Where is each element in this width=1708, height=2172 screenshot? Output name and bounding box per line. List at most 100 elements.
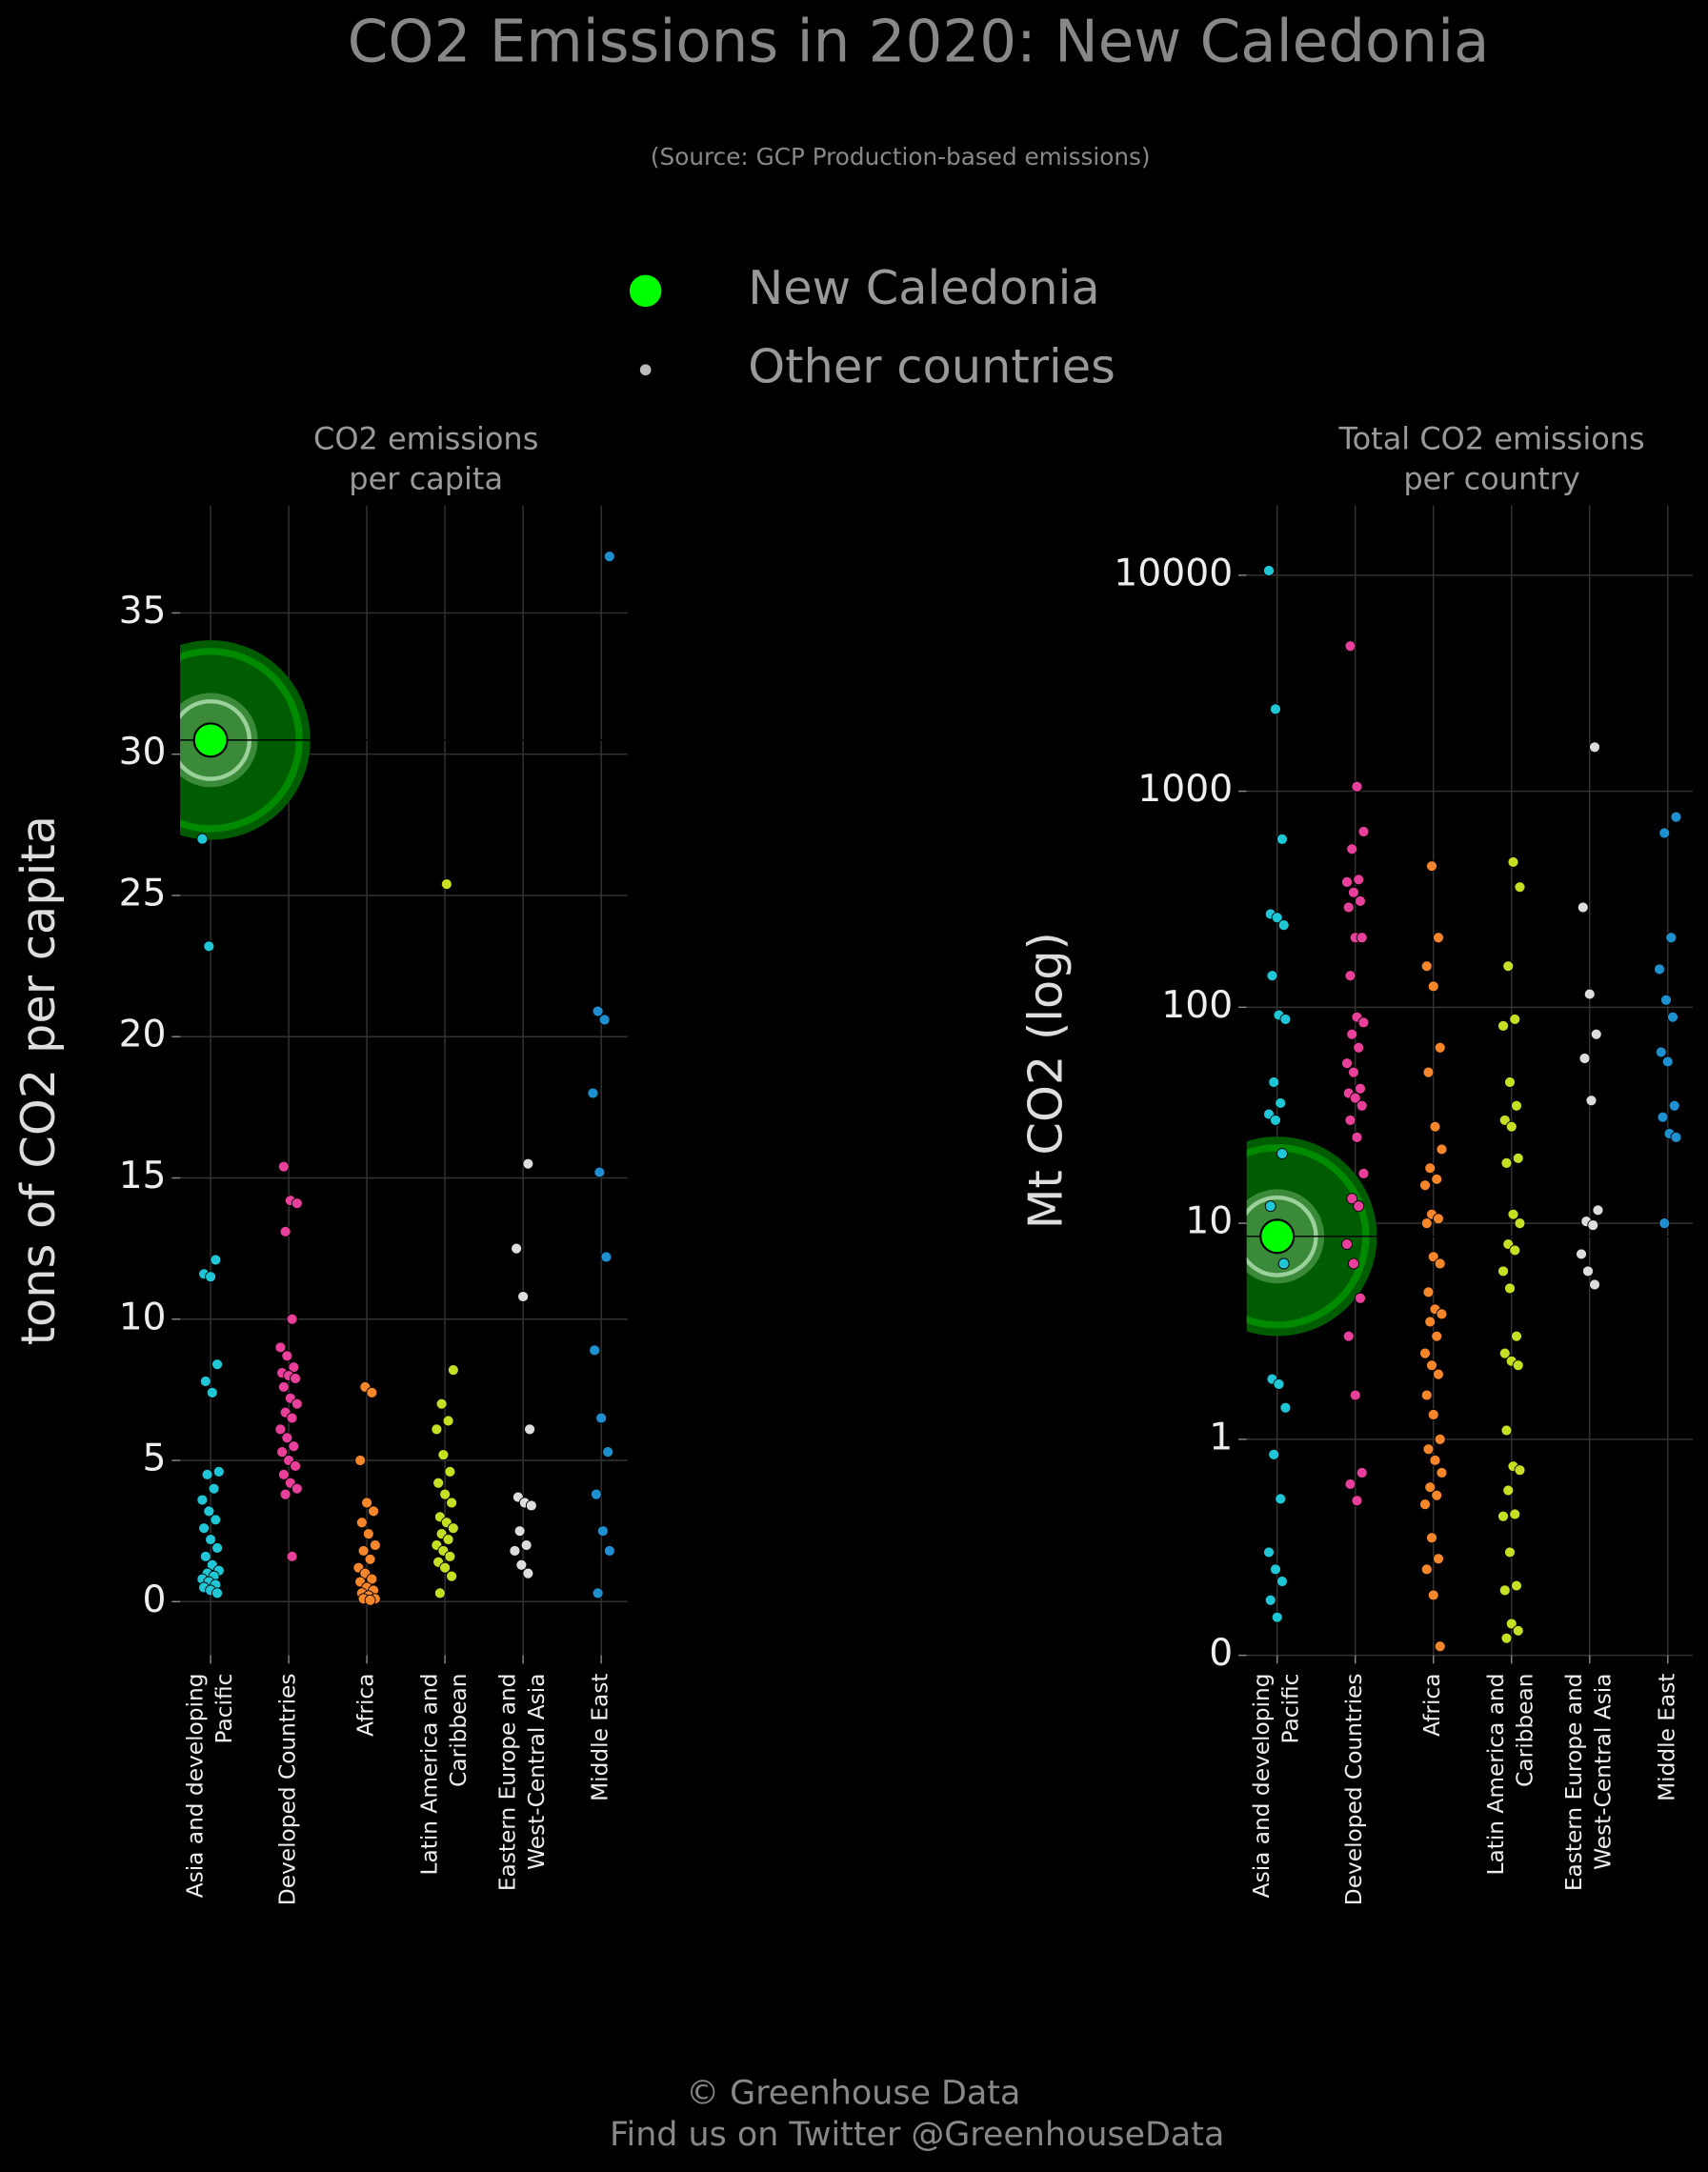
data-point (1498, 1584, 1511, 1597)
data-point (286, 1550, 298, 1562)
data-point (1509, 1244, 1521, 1257)
data-point (1504, 1076, 1516, 1088)
data-point (212, 1465, 225, 1478)
data-point (1264, 1594, 1276, 1606)
data-point (1348, 1257, 1359, 1270)
data-point (1498, 1347, 1511, 1359)
data-point (364, 1594, 376, 1606)
data-point (1497, 1265, 1509, 1277)
data-point (1505, 1120, 1517, 1133)
data-point (1355, 1292, 1366, 1304)
data-point (286, 1412, 298, 1424)
data-point (1436, 1308, 1448, 1320)
data-point (1422, 1286, 1435, 1298)
data-point (364, 1553, 376, 1565)
data-point (1277, 919, 1290, 932)
data-point (1356, 1099, 1368, 1112)
data-point (1514, 1217, 1526, 1230)
data-point (1273, 1378, 1285, 1390)
data-point (1658, 1217, 1671, 1230)
data-point (1271, 912, 1283, 924)
y-tick-label: 15 (119, 1155, 167, 1197)
x-tick-label: Africa (353, 1674, 379, 1737)
data-point (1353, 1200, 1365, 1213)
data-point (199, 1376, 211, 1387)
x-tick-label: Caribbean (1513, 1674, 1538, 1787)
data-point (440, 878, 452, 891)
data-point (210, 1254, 222, 1266)
x-tick-label: Developed Countries (275, 1674, 301, 1906)
data-point (433, 1587, 446, 1599)
data-point (1654, 963, 1666, 975)
data-point (277, 1160, 290, 1173)
data-point (210, 1514, 222, 1526)
legend-label: Other countries (748, 339, 1115, 394)
data-point (1275, 1493, 1287, 1505)
data-point (590, 1488, 602, 1500)
data-point (355, 1517, 368, 1529)
x-tick-label: Developed Countries (1341, 1674, 1367, 1906)
data-point (369, 1539, 381, 1551)
data-point (1268, 1076, 1280, 1088)
data-point (1427, 1409, 1439, 1420)
data-point (1356, 1467, 1368, 1478)
legend-marker (628, 273, 663, 309)
y-tick-label: 0 (1209, 1632, 1233, 1675)
data-point (208, 1482, 220, 1495)
data-point (206, 1386, 218, 1398)
data-point (1353, 874, 1365, 886)
data-point (1577, 901, 1589, 914)
x-tick-label: West-Central Asia (524, 1674, 550, 1870)
data-point (1420, 1389, 1433, 1401)
data-point (274, 1341, 287, 1354)
x-tick-label: Middle East (1654, 1674, 1679, 1801)
data-point (1355, 1082, 1366, 1095)
data-point (1578, 1053, 1591, 1064)
data-point (1665, 932, 1678, 944)
x-tick-label: Latin America and (1483, 1674, 1509, 1876)
data-point (1512, 1359, 1524, 1372)
data-point (366, 1573, 378, 1585)
data-point (1658, 827, 1671, 839)
data-point (211, 1541, 224, 1554)
data-point (357, 1544, 370, 1557)
x-tick-label: Middle East (588, 1674, 613, 1801)
data-point (279, 1225, 291, 1237)
data-point (432, 1477, 445, 1489)
data-point (1433, 1368, 1444, 1380)
data-point (1346, 1193, 1358, 1205)
data-point (1587, 1219, 1599, 1232)
y-axis-label: Mt CO2 (log) (1017, 932, 1073, 1229)
data-point (1433, 932, 1444, 944)
data-point (442, 1415, 454, 1427)
data-point (1507, 855, 1519, 868)
data-point (1668, 1099, 1680, 1112)
data-point (1357, 826, 1370, 837)
data-point (1433, 1213, 1444, 1225)
data-point (281, 1432, 293, 1444)
data-point (1419, 1498, 1431, 1511)
data-point (1504, 1282, 1516, 1295)
data-point (1420, 1563, 1433, 1576)
data-point (1356, 932, 1368, 944)
data-point (1661, 1056, 1674, 1068)
data-point (1279, 1013, 1292, 1025)
y-tick-label: 100 (1161, 984, 1233, 1027)
data-point (1500, 1632, 1513, 1644)
data-point (1497, 1019, 1509, 1032)
data-point (1509, 1508, 1521, 1520)
data-point (368, 1505, 380, 1518)
data-point (288, 1440, 300, 1453)
data-point (1500, 1424, 1513, 1437)
data-point (203, 940, 215, 953)
data-point (1277, 1257, 1290, 1270)
data-point (437, 1449, 450, 1461)
data-point (1271, 1611, 1283, 1623)
data-point (1357, 1016, 1370, 1029)
data-point (1582, 1265, 1594, 1277)
data-point (1514, 1464, 1526, 1477)
x-tick-label: Pacific (1277, 1674, 1303, 1744)
data-point (1509, 1013, 1521, 1025)
data-point (286, 1313, 298, 1325)
data-point (1589, 1278, 1600, 1291)
